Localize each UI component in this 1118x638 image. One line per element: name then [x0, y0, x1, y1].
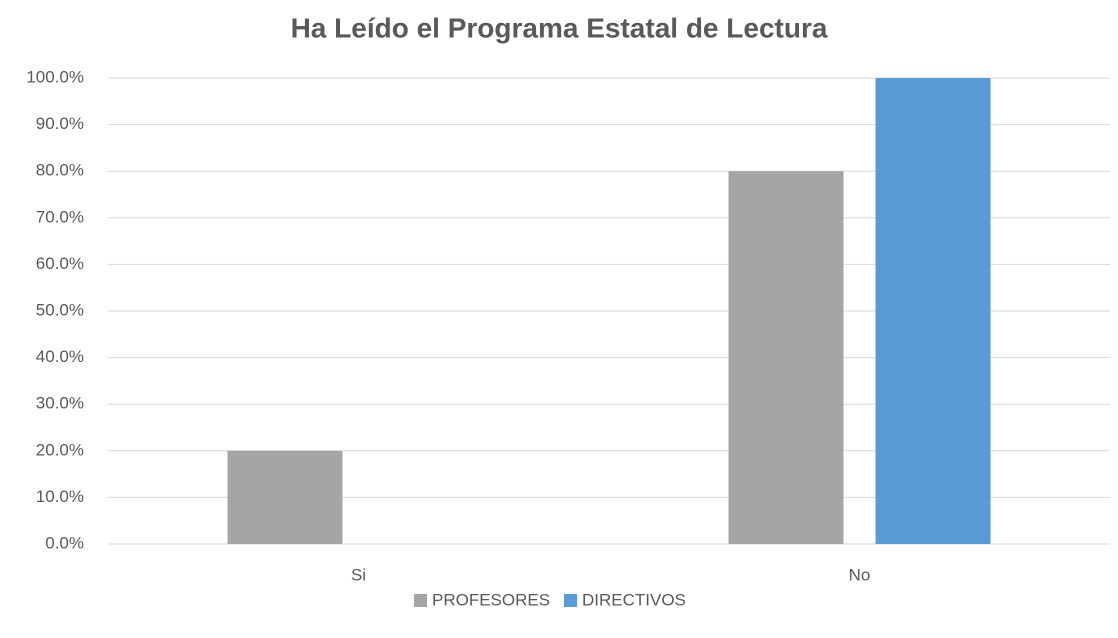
y-tick-label: 90.0%: [36, 114, 84, 133]
legend-swatch: [564, 594, 577, 607]
y-tick-label: 70.0%: [36, 207, 84, 226]
legend-label: DIRECTIVOS: [582, 590, 686, 609]
legend-label: PROFESORES: [432, 590, 550, 609]
bar: [728, 171, 844, 544]
chart-title: Ha Leído el Programa Estatal de Lectura: [291, 12, 828, 43]
y-tick-label: 10.0%: [36, 487, 84, 506]
x-tick-label: No: [849, 565, 871, 584]
x-tick-label: Si: [351, 565, 366, 584]
y-tick-label: 20.0%: [36, 440, 84, 459]
y-tick-label: 100.0%: [26, 67, 84, 86]
legend-swatch: [414, 594, 427, 607]
y-tick-label: 30.0%: [36, 394, 84, 413]
y-tick-label: 50.0%: [36, 300, 84, 319]
y-tick-label: 0.0%: [45, 533, 84, 552]
y-tick-label: 40.0%: [36, 347, 84, 366]
bar: [227, 450, 343, 544]
y-tick-label: 80.0%: [36, 161, 84, 180]
y-tick-label: 60.0%: [36, 254, 84, 273]
bar: [875, 78, 991, 544]
